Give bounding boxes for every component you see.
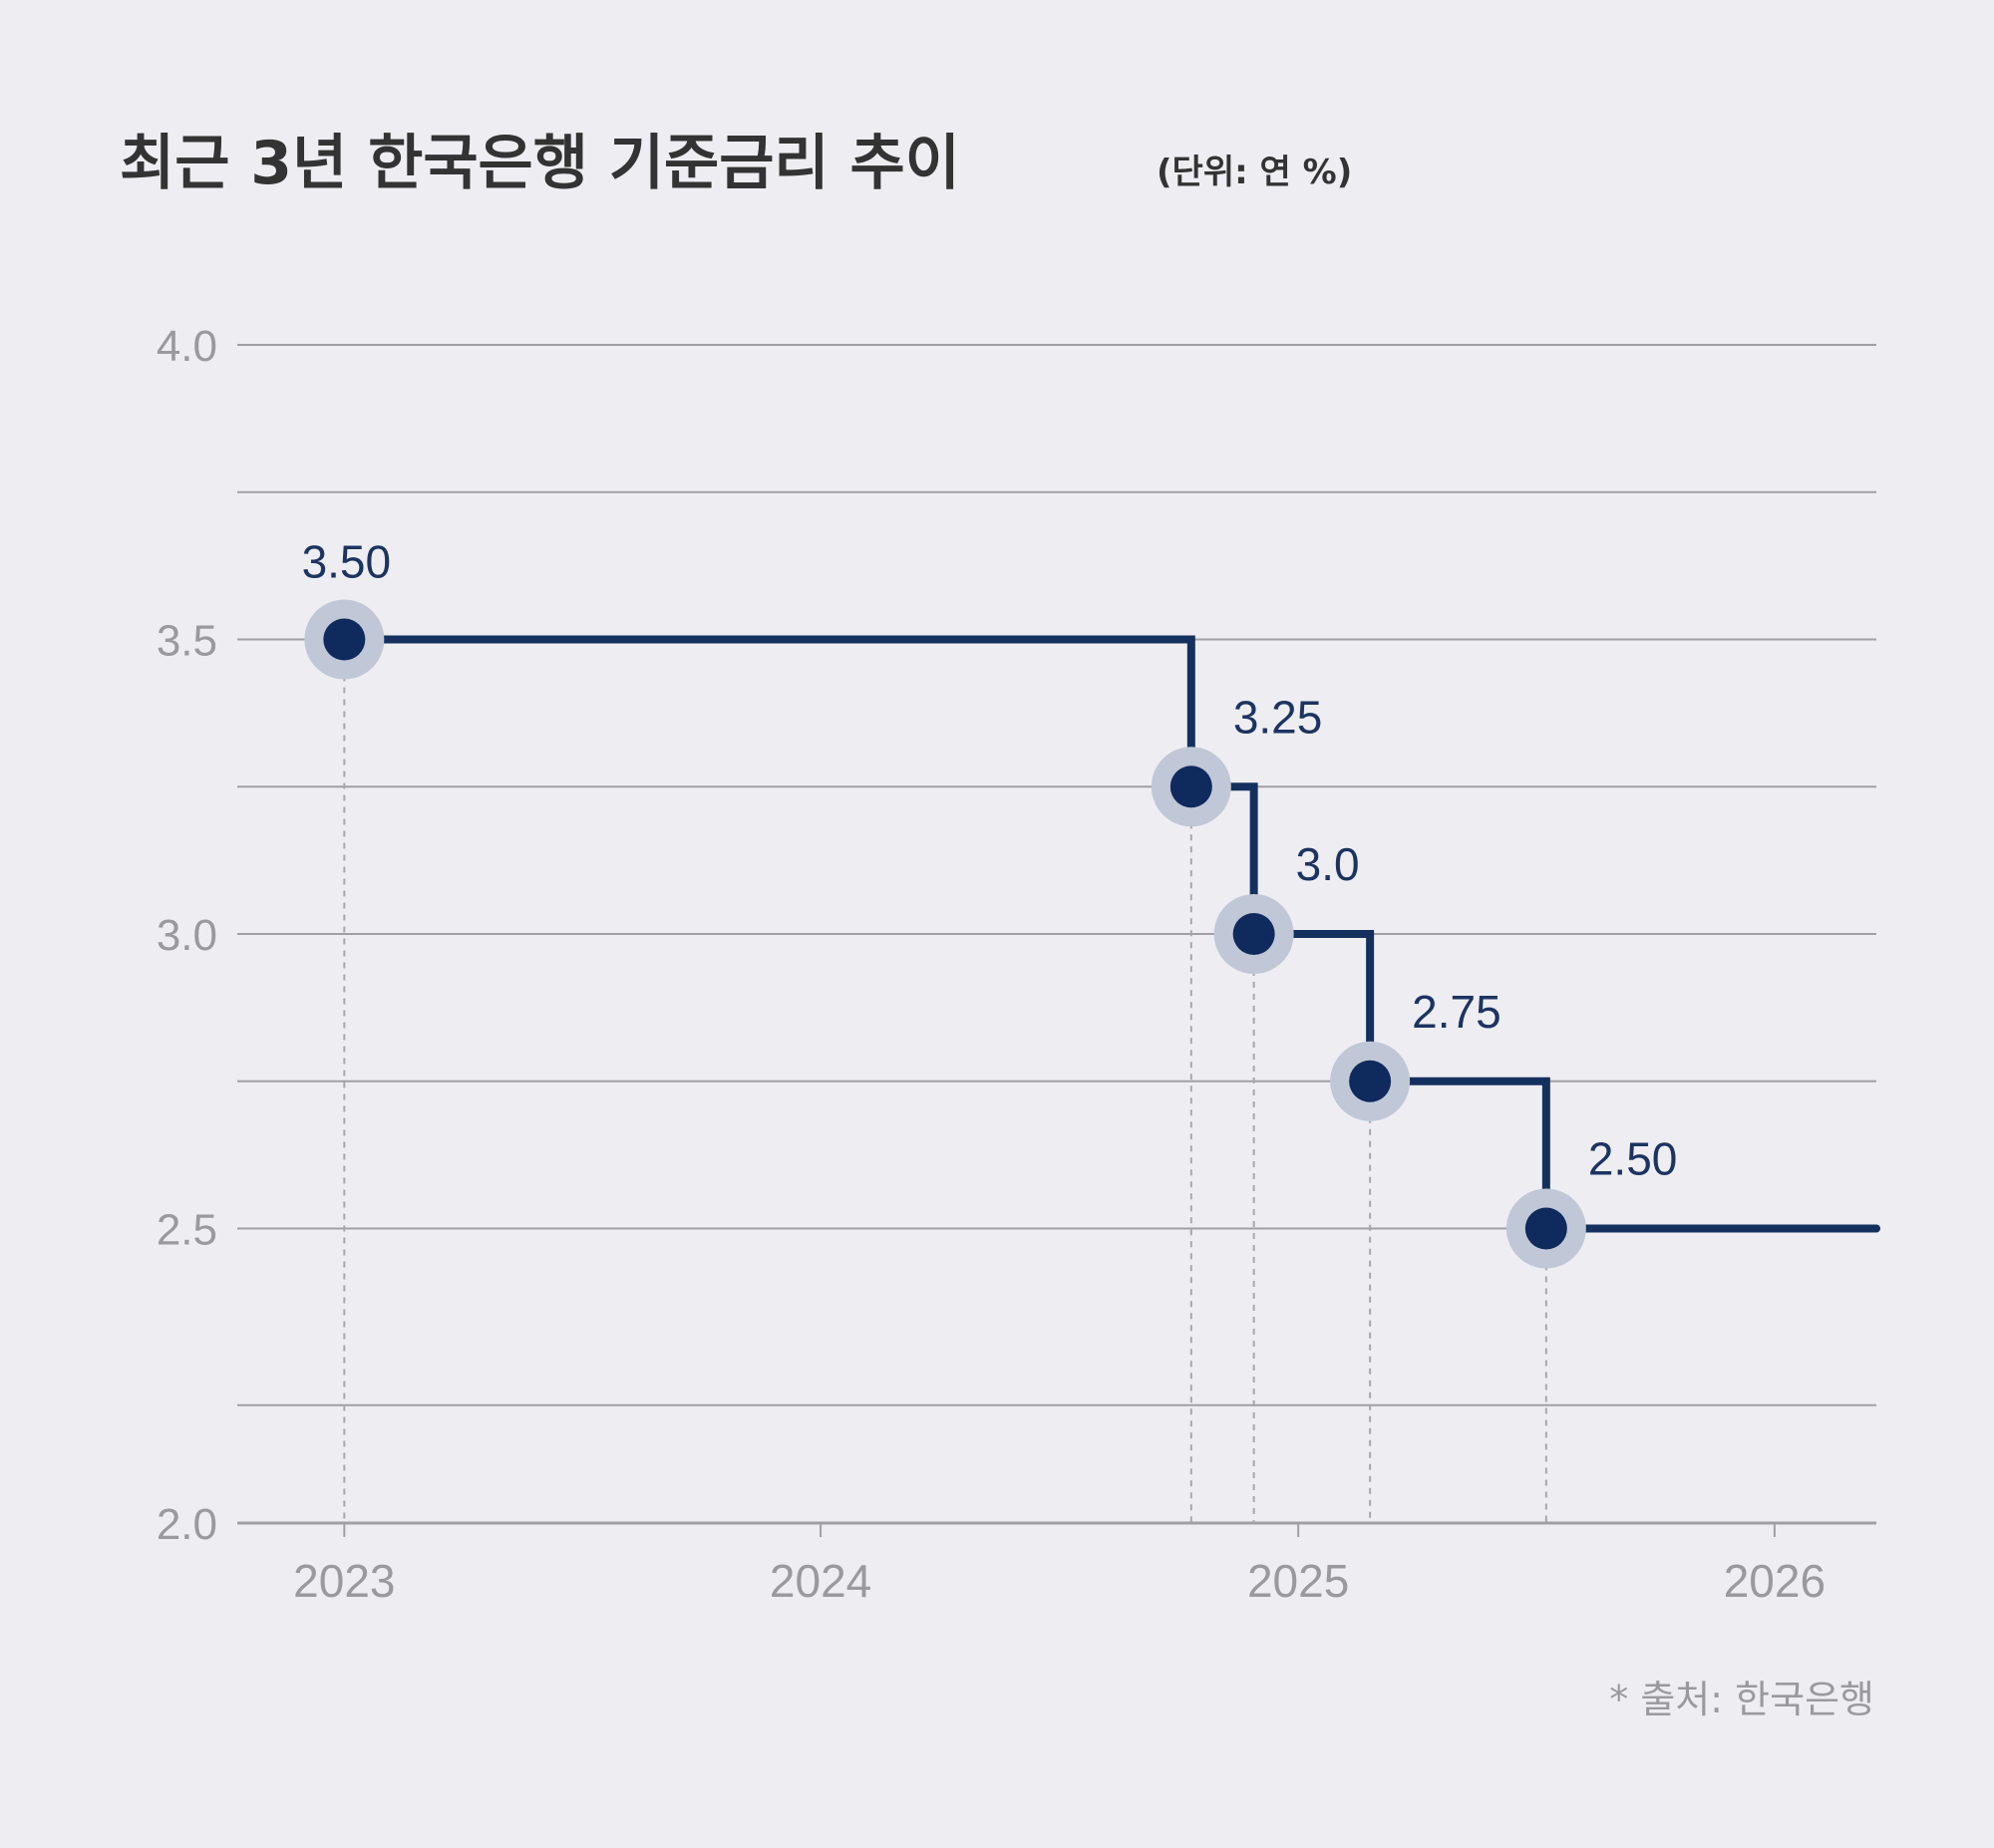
data-label: 2.50 (1588, 1133, 1678, 1185)
unit-note: (단위: 연 %) (1157, 153, 1352, 192)
y-axis: 4.0 3.5 3.0 2.5 2.0 (157, 322, 217, 1549)
data-labels: 3.50 3.25 3.0 2.75 2.50 (302, 536, 1678, 1185)
data-point (1524, 1207, 1567, 1250)
gridlines (237, 344, 1876, 1525)
source-note: * 출처: 한국은행 (1609, 1678, 1874, 1721)
step-line (340, 635, 1880, 1233)
data-point (1349, 1060, 1392, 1102)
x-tick-label: 2024 (770, 1555, 871, 1607)
x-tick-label: 2023 (293, 1555, 395, 1607)
y-tick-label: 3.5 (157, 617, 217, 666)
y-tick-label: 4.0 (157, 322, 217, 371)
data-label: 3.50 (302, 536, 392, 588)
x-axis: 2023 2024 2025 2026 (293, 1523, 1826, 1607)
data-point (1232, 913, 1275, 955)
chart-title: 최근 3년 한국은행 기준금리 추이 (120, 129, 960, 198)
point-guides (343, 651, 1547, 1523)
data-point (1169, 766, 1212, 808)
x-tick-label: 2025 (1247, 1555, 1349, 1607)
series-line (340, 635, 1880, 1233)
x-tick-label: 2026 (1724, 1555, 1826, 1607)
data-label: 2.75 (1412, 986, 1501, 1038)
y-tick-label: 2.5 (157, 1206, 217, 1255)
data-points (304, 599, 1586, 1269)
data-label: 3.0 (1296, 838, 1360, 890)
y-tick-label: 3.0 (157, 911, 217, 960)
data-point (323, 618, 366, 661)
data-label: 3.25 (1233, 691, 1323, 743)
y-tick-label: 2.0 (157, 1500, 217, 1549)
